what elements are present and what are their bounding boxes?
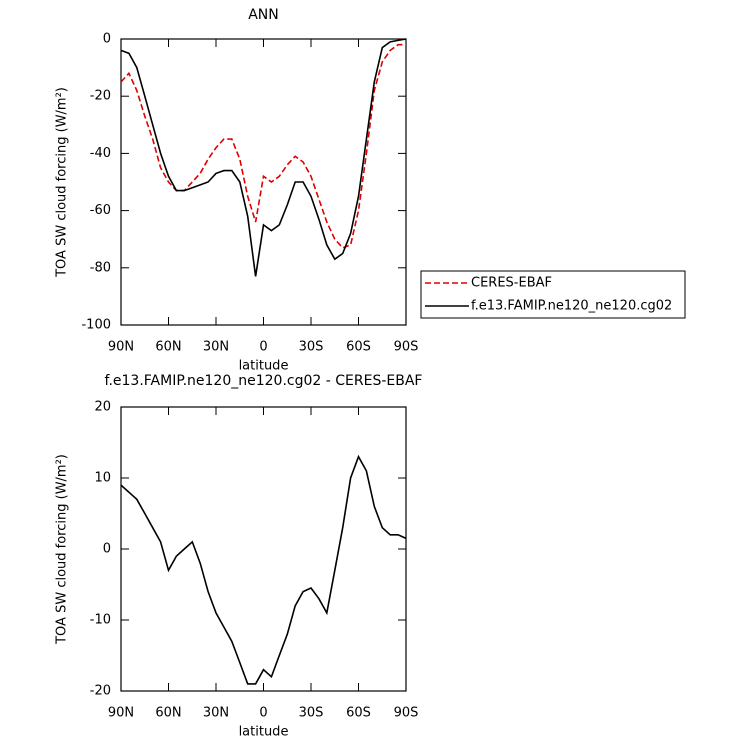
- x-tick-label: 90S: [394, 706, 419, 721]
- x-tick-label: 60S: [346, 706, 371, 721]
- y-tick-label: 0: [103, 32, 111, 47]
- legend-label: CERES-EBAF: [471, 276, 552, 291]
- data-line: [120, 38, 407, 277]
- y-tick-label: -40: [90, 146, 111, 161]
- x-tick-label: 0: [259, 340, 267, 355]
- y-tick-label: 0: [103, 542, 111, 557]
- y-axis-label: TOA SW cloud forcing (W/m²): [55, 87, 70, 278]
- chart-title: ANN: [248, 7, 279, 23]
- y-tick-label: -80: [90, 260, 111, 275]
- x-tick-label: 60N: [155, 706, 181, 721]
- x-tick-label: 60N: [155, 340, 181, 355]
- data-line: [120, 454, 407, 685]
- y-tick-label: -100: [81, 318, 111, 333]
- x-axis-label: latitude: [239, 359, 289, 374]
- y-tick-label: -20: [90, 684, 111, 699]
- y-tick-label: -10: [90, 613, 111, 628]
- plot-frame: [120, 38, 407, 326]
- x-tick-label: 60S: [346, 340, 371, 355]
- y-tick-label: 10: [94, 471, 111, 486]
- y-axis-label: TOA SW cloud forcing (W/m²): [55, 454, 70, 645]
- y-tick-label: 20: [94, 400, 111, 415]
- x-tick-label: 30N: [203, 340, 229, 355]
- x-tick-label: 90N: [108, 340, 134, 355]
- x-tick-label: 30S: [299, 340, 324, 355]
- x-tick-label: 30N: [203, 706, 229, 721]
- x-tick-label: 90N: [108, 706, 134, 721]
- x-tick-label: 90S: [394, 340, 419, 355]
- x-axis-label: latitude: [239, 725, 289, 740]
- x-tick-label: 30S: [299, 706, 324, 721]
- plot-frame: [120, 406, 407, 692]
- y-tick-label: -60: [90, 203, 111, 218]
- chart-title: f.e13.FAMIP.ne120_ne120.cg02 - CERES-EBA…: [105, 373, 423, 389]
- legend-label: f.e13.FAMIP.ne120_ne120.cg02: [471, 299, 672, 314]
- data-line: [120, 43, 406, 249]
- legend-box: [420, 270, 686, 319]
- y-tick-label: -20: [90, 89, 111, 104]
- x-tick-label: 0: [259, 706, 267, 721]
